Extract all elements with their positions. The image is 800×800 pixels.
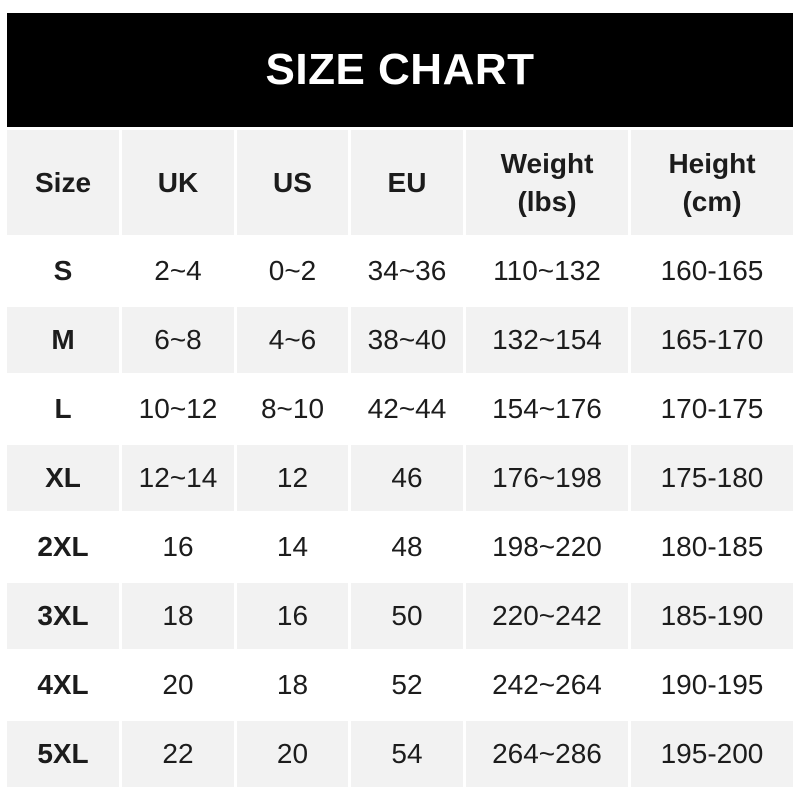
- cell-us-4xl: 18: [237, 652, 348, 718]
- cell-weight-5xl: 264~286: [466, 721, 628, 787]
- cell-size-s: S: [7, 238, 119, 304]
- cell-height-3xl: 185-190: [631, 583, 793, 649]
- cell-us-2xl: 14: [237, 514, 348, 580]
- cell-eu-m: 38~40: [351, 307, 463, 373]
- column-header-eu: EU: [351, 130, 463, 235]
- cell-height-4xl: 190-195: [631, 652, 793, 718]
- cell-us-l: 8~10: [237, 376, 348, 442]
- cell-weight-4xl: 242~264: [466, 652, 628, 718]
- cell-us-s: 0~2: [237, 238, 348, 304]
- column-header-label: Weight: [500, 147, 594, 179]
- cell-size-4xl: 4XL: [7, 652, 119, 718]
- column-header-label: Height: [668, 147, 756, 179]
- size-chart-table: Size UK US EU Weight (lbs) Height (cm) S…: [7, 130, 793, 787]
- cell-weight-l: 154~176: [466, 376, 628, 442]
- column-header-label: US: [273, 166, 312, 198]
- cell-height-s: 160-165: [631, 238, 793, 304]
- cell-eu-5xl: 54: [351, 721, 463, 787]
- column-header-label: EU: [387, 166, 427, 198]
- column-header-us: US: [237, 130, 348, 235]
- cell-height-5xl: 195-200: [631, 721, 793, 787]
- cell-weight-3xl: 220~242: [466, 583, 628, 649]
- cell-weight-m: 132~154: [466, 307, 628, 373]
- cell-eu-l: 42~44: [351, 376, 463, 442]
- cell-size-xl: XL: [7, 445, 119, 511]
- column-header-uk: UK: [122, 130, 234, 235]
- column-header-label: UK: [157, 166, 199, 198]
- cell-size-m: M: [7, 307, 119, 373]
- column-header-weight: Weight (lbs): [466, 130, 628, 235]
- cell-eu-4xl: 52: [351, 652, 463, 718]
- cell-eu-s: 34~36: [351, 238, 463, 304]
- cell-height-l: 170-175: [631, 376, 793, 442]
- cell-us-3xl: 16: [237, 583, 348, 649]
- cell-weight-s: 110~132: [466, 238, 628, 304]
- column-header-height: Height (cm): [631, 130, 793, 235]
- cell-uk-xl: 12~14: [122, 445, 234, 511]
- cell-uk-l: 10~12: [122, 376, 234, 442]
- cell-uk-2xl: 16: [122, 514, 234, 580]
- cell-eu-3xl: 50: [351, 583, 463, 649]
- cell-uk-3xl: 18: [122, 583, 234, 649]
- column-header-label: Size: [34, 166, 92, 198]
- size-chart-banner: SIZE CHART: [7, 13, 793, 127]
- cell-eu-2xl: 48: [351, 514, 463, 580]
- cell-weight-xl: 176~198: [466, 445, 628, 511]
- cell-size-5xl: 5XL: [7, 721, 119, 787]
- page-title: SIZE CHART: [265, 45, 535, 94]
- column-header-unit: (cm): [682, 185, 742, 217]
- column-header-size: Size: [7, 130, 119, 235]
- cell-us-xl: 12: [237, 445, 348, 511]
- cell-size-l: L: [7, 376, 119, 442]
- column-header-unit: (lbs): [517, 185, 577, 217]
- cell-uk-5xl: 22: [122, 721, 234, 787]
- cell-height-xl: 175-180: [631, 445, 793, 511]
- cell-eu-xl: 46: [351, 445, 463, 511]
- cell-weight-2xl: 198~220: [466, 514, 628, 580]
- cell-uk-m: 6~8: [122, 307, 234, 373]
- cell-height-m: 165-170: [631, 307, 793, 373]
- cell-us-m: 4~6: [237, 307, 348, 373]
- cell-height-2xl: 180-185: [631, 514, 793, 580]
- cell-uk-s: 2~4: [122, 238, 234, 304]
- cell-uk-4xl: 20: [122, 652, 234, 718]
- cell-size-2xl: 2XL: [7, 514, 119, 580]
- cell-size-3xl: 3XL: [7, 583, 119, 649]
- cell-us-5xl: 20: [237, 721, 348, 787]
